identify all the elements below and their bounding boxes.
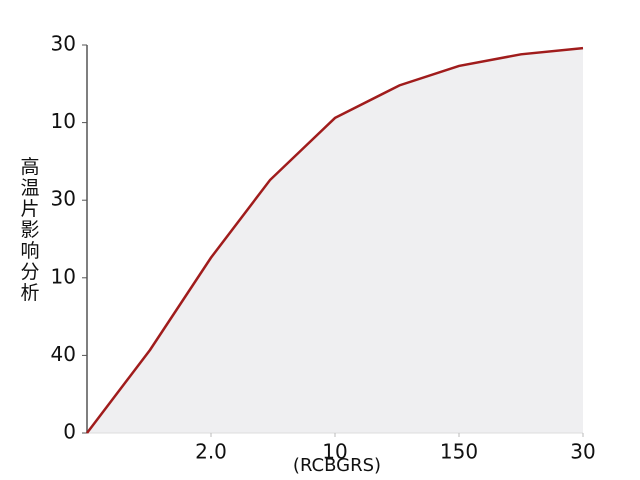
x-tick-label: 150 — [440, 440, 478, 464]
x-tick-label: 10 — [322, 440, 347, 464]
y-tick-label: 10 — [51, 264, 76, 288]
x-tick-label: 2.0 — [195, 440, 227, 464]
line — [86, 46, 584, 434]
y-tick-label: 0 — [63, 420, 76, 444]
y-tick-label: 40 — [51, 342, 76, 366]
y-tick-label: 10 — [51, 109, 76, 133]
y-axis-label: 高温片影响分析 — [18, 156, 40, 303]
y-axis-label-text: 高温片影响分析 — [18, 156, 40, 303]
y-tick-label: 30 — [51, 187, 76, 211]
y-tick-label: 30 — [51, 32, 76, 56]
x-axis-label: (RCBGRS) — [293, 455, 381, 476]
x-tick-label: 30 — [570, 440, 595, 464]
area — [87, 48, 583, 433]
